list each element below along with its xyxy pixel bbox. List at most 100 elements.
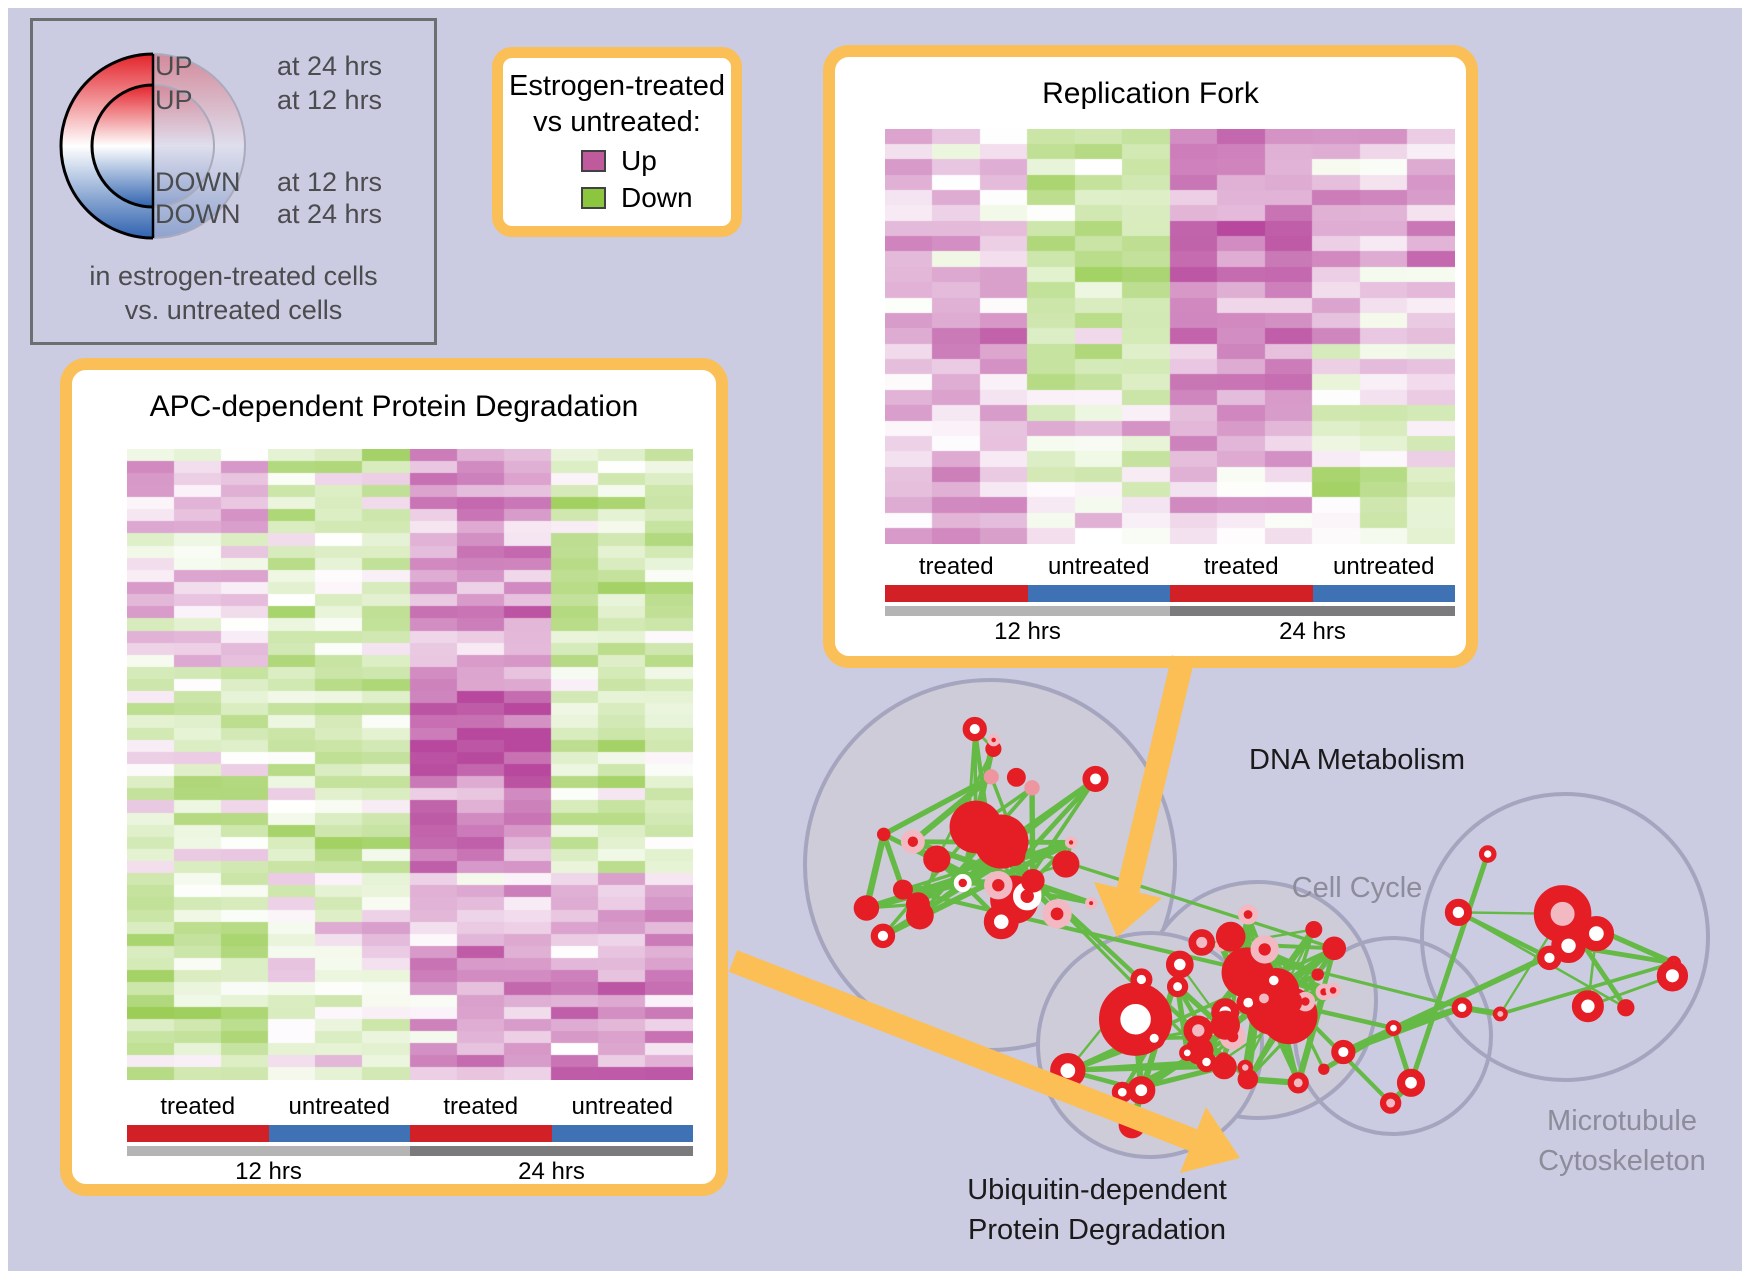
cluster-label-dna-metabolism: DNA Metabolism: [1249, 740, 1465, 780]
network-edge: [1154, 1034, 1233, 1041]
network-node: [1305, 920, 1323, 938]
network-edge: [1012, 840, 1073, 902]
cluster-label-microtubule-cytoskeleton: Microtubule Cytoskeleton: [1538, 1101, 1706, 1181]
network-edge: [1295, 991, 1327, 1084]
network-inter-edge: [1067, 946, 1335, 1073]
legend-row: UP at 24 hrs: [155, 51, 382, 82]
network-node: [905, 901, 934, 930]
network-edge: [1185, 1010, 1228, 1055]
network-node: [1444, 898, 1472, 926]
network-node: [876, 827, 891, 842]
cluster-circle-cell-cycle: [1138, 880, 1378, 1120]
network-node: [1013, 882, 1042, 911]
network-node: [1396, 1068, 1426, 1097]
network-node: [1185, 1036, 1214, 1065]
network-edge: [1153, 1023, 1226, 1040]
down-label: Down: [621, 182, 693, 213]
network-edge: [881, 833, 906, 891]
up-label: Up: [621, 145, 657, 176]
network-edge: [996, 777, 1098, 887]
network-inter-edge: [1263, 996, 1394, 1031]
network-node: [984, 870, 1013, 900]
time-bar: [885, 606, 1170, 616]
network-inter-edge: [1342, 931, 1598, 1055]
cluster-circle-microtubule-cytoskeleton: [1420, 792, 1710, 1082]
legend-row: DOWN at 12 hrs: [155, 167, 382, 198]
network-edge: [1000, 880, 1034, 923]
network-edge: [1315, 947, 1337, 976]
network-node: [1252, 986, 1276, 1011]
network-node: [1118, 1111, 1146, 1139]
network-node: [1196, 1051, 1217, 1073]
network-edge: [1067, 1068, 1142, 1093]
network-edge: [989, 776, 1038, 894]
network-node: [1130, 968, 1153, 991]
network-node: [953, 874, 972, 892]
network-node: [974, 814, 1029, 869]
network-edge: [881, 839, 1073, 939]
network-node: [1247, 958, 1274, 985]
network-edge: [1547, 943, 1571, 961]
network-edge: [902, 853, 1016, 892]
network-edge: [911, 838, 1093, 906]
network-node: [1262, 968, 1286, 992]
network-edge: [1198, 990, 1277, 1052]
network-edge: [1586, 933, 1598, 1007]
network-edge: [1257, 970, 1302, 1084]
network-node: [1020, 869, 1045, 893]
network-inter-edge: [1289, 1001, 1326, 1070]
network-node: [1492, 1006, 1508, 1022]
down-swatch: [581, 187, 606, 209]
network-edge: [881, 825, 978, 937]
network-node: [1551, 928, 1586, 964]
network-node: [987, 733, 1000, 747]
nodes-layer: [853, 716, 1689, 1139]
network-edge: [1262, 997, 1275, 1010]
network-edge: [1066, 1035, 1156, 1074]
condition-bar: [1027, 585, 1170, 602]
network-edge: [1229, 935, 1262, 973]
network-inter-edge: [1201, 940, 1463, 1010]
legend-row: DOWN at 24 hrs: [155, 199, 382, 230]
network-edge: [1063, 841, 1073, 865]
network-edge: [967, 728, 977, 820]
network-node: [1042, 899, 1072, 929]
network-edge: [997, 882, 1029, 899]
network-edge: [865, 839, 1072, 911]
legend-caption: in estrogen-treated cells vs. untreated …: [33, 259, 434, 327]
network-edge: [918, 858, 938, 916]
time-bar: [410, 1146, 693, 1156]
network-node: [1006, 767, 1026, 787]
legend-direction: UP: [155, 51, 193, 81]
network-node: [1210, 1010, 1240, 1040]
network-edge: [1560, 912, 1628, 1010]
condition-label: treated: [918, 553, 994, 580]
time-label: 24 hrs: [518, 1158, 585, 1185]
network-node: [1082, 765, 1109, 792]
network-edge: [1263, 944, 1307, 1003]
network-node: [983, 904, 1019, 940]
footer-row: [885, 585, 1455, 602]
network-node: [900, 829, 925, 854]
legend-time: at 24 hrs: [277, 51, 383, 81]
network-edge: [962, 877, 1033, 886]
network-edge: [1121, 1091, 1134, 1126]
network-edge: [1128, 963, 1183, 1126]
network-node: [1451, 997, 1473, 1019]
network-edge: [935, 748, 995, 860]
network-node: [1215, 921, 1246, 952]
network-edge: [1178, 963, 1234, 1038]
network-edge: [911, 840, 964, 885]
network-edge: [972, 728, 1004, 923]
condition-label: treated: [1203, 553, 1279, 580]
network-edge: [1175, 985, 1227, 1068]
network-edge: [972, 729, 978, 827]
panel-title-apc-degradation: APC-dependent Protein Degradation: [149, 390, 639, 423]
network-edge: [1120, 1037, 1157, 1094]
cluster-label-line: Cytoskeleton: [1538, 1145, 1706, 1177]
network-edge: [961, 840, 1003, 885]
network-node: [1245, 980, 1301, 1036]
network-edge: [882, 832, 1016, 902]
condition-label: untreated: [288, 1093, 390, 1120]
network-edge: [1342, 1005, 1464, 1055]
